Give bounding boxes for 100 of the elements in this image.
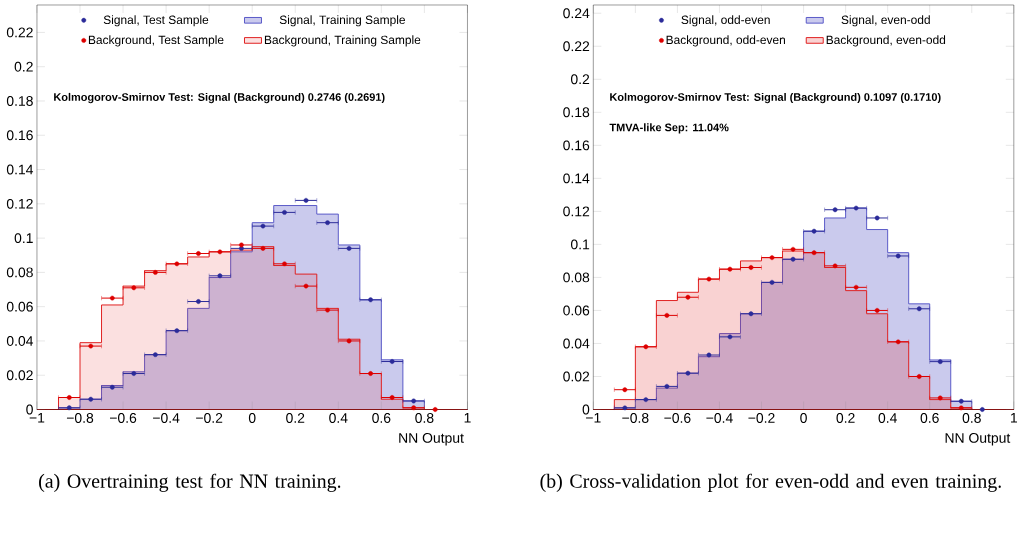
y-tick-label: 0.06 <box>6 301 33 312</box>
point <box>643 397 649 402</box>
y-tick-label: 0.24 <box>563 8 590 19</box>
point <box>622 405 628 411</box>
point <box>346 245 352 251</box>
y-tick-label: 0 <box>582 404 590 415</box>
point <box>217 273 223 279</box>
y-tick-label: 0.04 <box>6 335 34 346</box>
point <box>217 249 223 255</box>
point <box>769 255 775 260</box>
y-tick-label: 0.16 <box>563 140 590 151</box>
x-tick-label: −0.4 <box>706 412 733 423</box>
point <box>706 352 712 358</box>
point <box>916 306 922 312</box>
y-tick-label: 0.08 <box>563 272 590 283</box>
point <box>622 387 628 392</box>
point <box>958 405 964 411</box>
x-tick-label: 0 <box>800 412 807 423</box>
x-tick-label: 0.4 <box>329 412 348 423</box>
point <box>748 311 754 316</box>
point <box>685 370 691 376</box>
point <box>303 283 309 289</box>
point <box>895 253 901 259</box>
point <box>643 344 649 349</box>
point <box>432 406 438 412</box>
x-axis-title: NN Output <box>399 432 464 446</box>
point <box>790 246 796 252</box>
y-tick-label: 0.2 <box>14 61 33 72</box>
y-tick-label: 0.1 <box>570 239 590 250</box>
x-tick-label: 0.6 <box>920 412 939 423</box>
y-tick-label: 0.16 <box>6 130 33 141</box>
point <box>368 370 373 376</box>
point <box>346 338 352 344</box>
point <box>282 209 287 215</box>
legend-label: Signal, Test Sample <box>103 15 209 27</box>
y-tick-label: 0 <box>26 404 33 415</box>
point <box>66 394 72 400</box>
y-tick-label: 0.14 <box>6 164 34 175</box>
point <box>109 384 115 390</box>
point <box>790 256 796 262</box>
point <box>979 406 985 412</box>
point <box>664 383 670 389</box>
point <box>411 398 417 404</box>
point <box>325 307 330 313</box>
point <box>874 215 880 221</box>
x-tick-label: 1 <box>464 412 471 423</box>
y-tick-label: 0.12 <box>563 206 590 217</box>
point <box>937 395 943 401</box>
y-tick-label: 0.02 <box>563 371 590 382</box>
y-tick-label: 0.22 <box>563 41 590 52</box>
annotation: Kolmogorov-Smirnov Test: Signal (Background) 0.2746 (0.2691) <box>54 92 385 103</box>
point <box>706 276 712 282</box>
x-tick-label: −0.2 <box>748 412 775 423</box>
point <box>88 396 94 402</box>
x-tick-label: 0.4 <box>878 412 897 423</box>
y-tick-label: 0.12 <box>6 198 33 209</box>
legend-label: Background, Test Sample <box>88 35 224 47</box>
y-tick-label: 0.18 <box>6 95 33 106</box>
x-tick-label: 0.8 <box>415 412 434 423</box>
point <box>389 358 395 364</box>
y-tick-label: 0.04 <box>563 338 590 349</box>
point <box>131 285 137 291</box>
point <box>853 284 859 290</box>
y-tick-label: 0.08 <box>6 267 33 278</box>
point <box>88 343 94 349</box>
point <box>832 207 838 212</box>
point <box>811 228 817 234</box>
x-tick-label: 0.8 <box>962 412 981 423</box>
point <box>411 405 417 411</box>
y-tick-label: 0.1 <box>14 232 33 243</box>
point <box>66 405 72 411</box>
point <box>131 370 137 376</box>
y-tick-label: 0.18 <box>563 107 590 118</box>
point <box>260 245 266 251</box>
point <box>769 279 775 285</box>
x-tick-label: −0.6 <box>664 412 691 423</box>
legend-label: Signal, even-odd <box>841 15 930 27</box>
x-tick-label: −1 <box>586 412 601 423</box>
point <box>685 294 691 300</box>
legend-label: Background, Training Sample <box>264 35 421 47</box>
point <box>196 298 201 304</box>
point <box>325 220 330 225</box>
y-tick-label: 0.2 <box>570 74 590 85</box>
x-tick-label: 1 <box>1011 412 1018 423</box>
point <box>874 307 880 313</box>
x-tick-label: 0.2 <box>836 412 855 423</box>
annotation: TMVA-like Sep: 11.04% <box>609 123 729 134</box>
point <box>832 263 838 269</box>
point <box>811 250 817 255</box>
point <box>303 197 309 203</box>
point <box>368 297 373 303</box>
x-tick-label: −0.2 <box>196 412 223 423</box>
legend-label: Background, odd-even <box>666 35 785 47</box>
point <box>664 312 670 318</box>
point <box>958 398 964 404</box>
x-tick-label: −0.8 <box>622 412 649 423</box>
point <box>174 261 180 267</box>
y-tick-label: 0.22 <box>6 27 33 38</box>
point <box>282 261 287 267</box>
point <box>727 266 733 272</box>
